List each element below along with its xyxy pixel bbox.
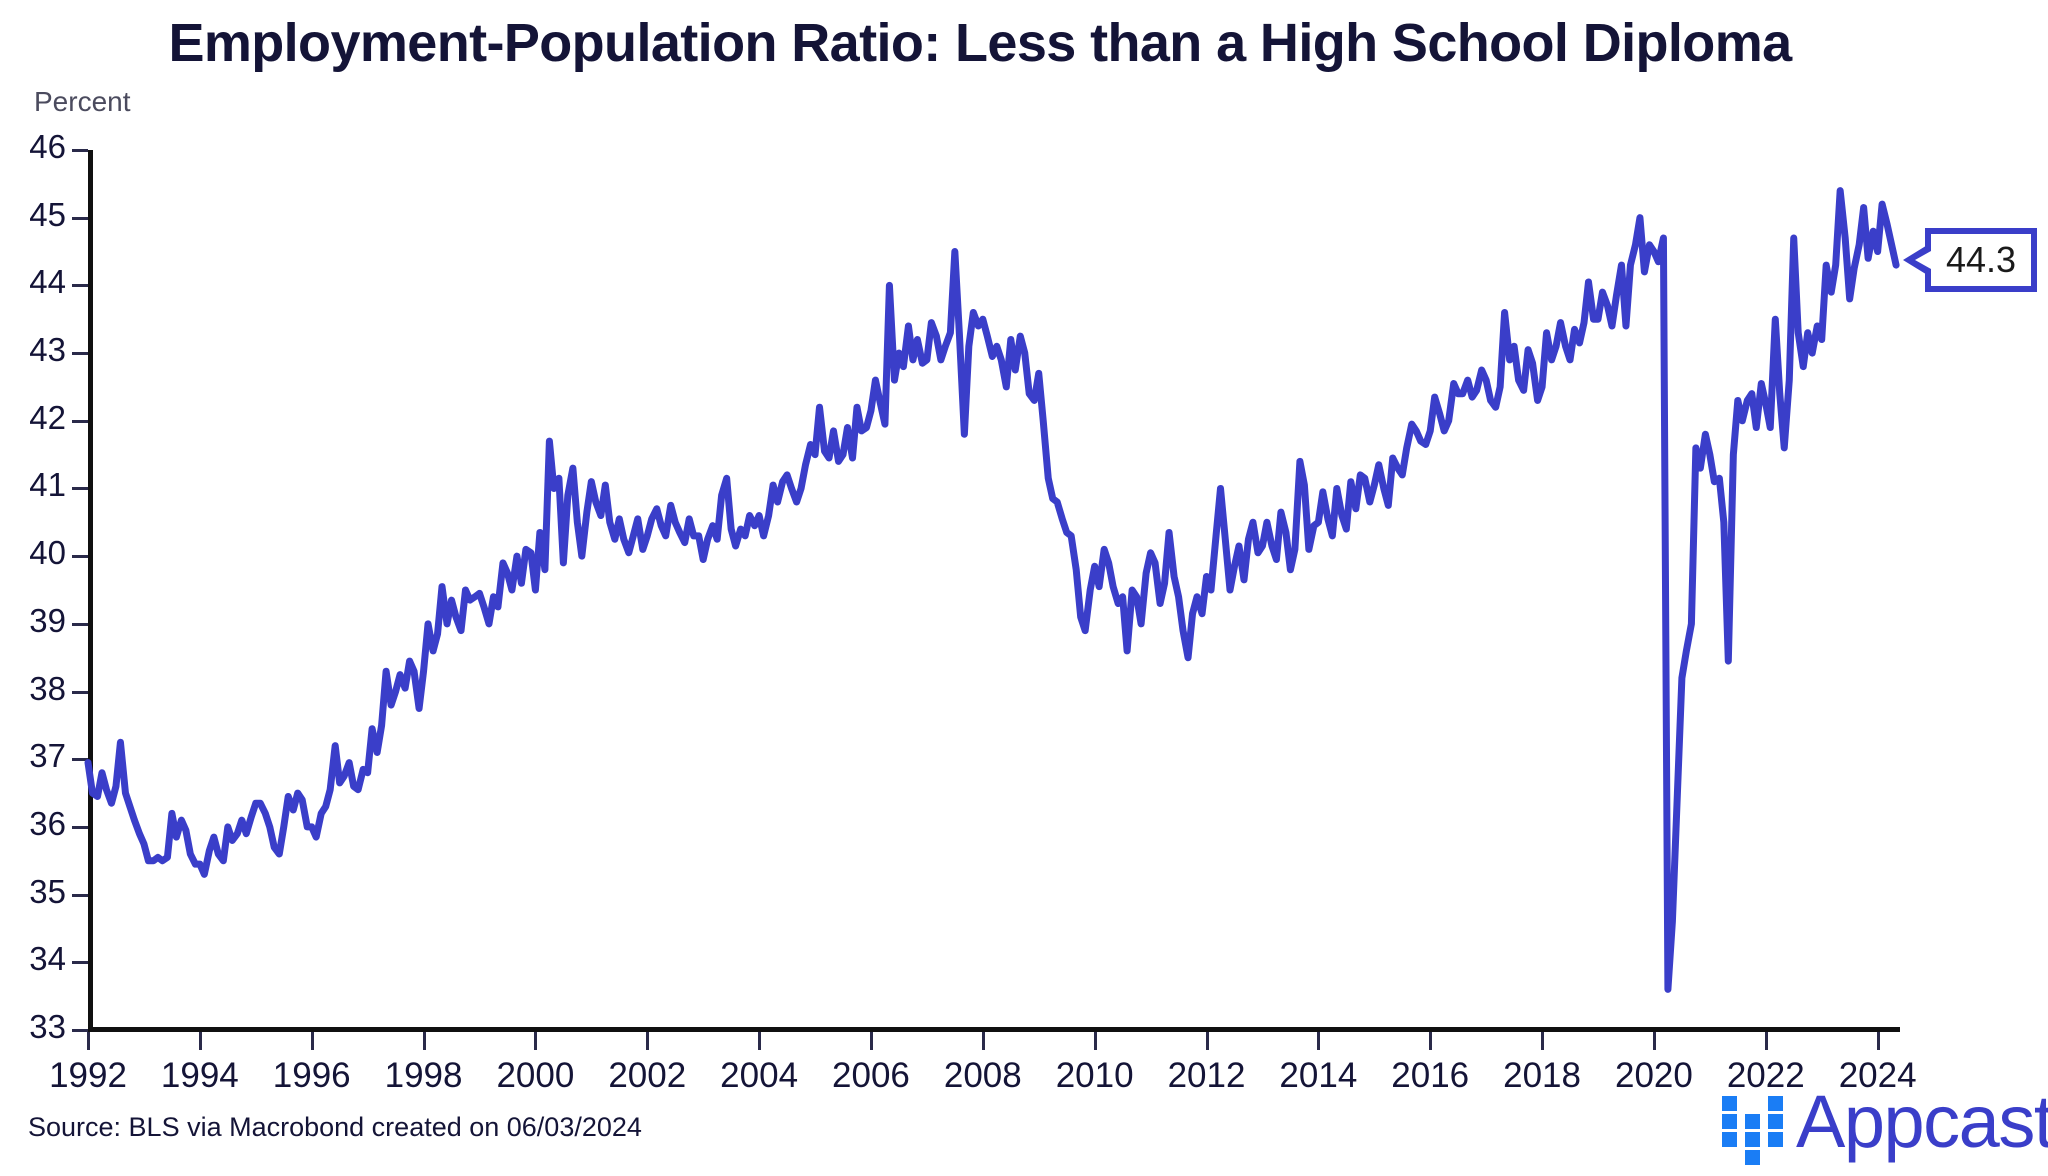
logo-dot — [1722, 1131, 1737, 1147]
y-axis-tick — [72, 352, 88, 356]
y-axis-tick — [72, 690, 88, 694]
x-axis-tick-label: 2012 — [1167, 1056, 1246, 1095]
x-axis-tick-label: 2022 — [1726, 1056, 1805, 1095]
y-axis-tick — [72, 555, 88, 559]
y-axis-tick — [72, 216, 88, 220]
x-axis-tick-label: 2024 — [1838, 1056, 1917, 1095]
y-axis-tick-label: 34 — [29, 940, 66, 978]
y-axis-tick-label: 33 — [29, 1008, 66, 1045]
y-axis-tick — [72, 961, 88, 965]
x-axis-tick — [1764, 1032, 1768, 1050]
y-axis-tick — [72, 758, 88, 762]
x-axis-tick-label: 2016 — [1391, 1056, 1470, 1095]
x-axis-tick — [1876, 1032, 1880, 1050]
logo-dot — [1722, 1113, 1737, 1129]
x-axis-tick — [981, 1032, 985, 1050]
x-axis-tick — [1541, 1032, 1545, 1050]
y-axis-tick — [72, 487, 88, 491]
x-axis-tick-label: 1996 — [272, 1056, 351, 1095]
x-axis-tick — [310, 1032, 314, 1050]
source-note: Source: BLS via Macrobond created on 06/… — [28, 1112, 642, 1142]
callout-value: 44.3 — [1945, 239, 2017, 280]
y-axis-tick-label: 37 — [29, 737, 66, 775]
data-series-plot — [88, 150, 1900, 1030]
y-axis-tick-label: 43 — [29, 331, 66, 369]
x-axis-line — [88, 1027, 1900, 1032]
x-axis-tick — [758, 1032, 762, 1050]
y-axis-tick-label: 38 — [29, 669, 66, 707]
y-axis-line — [88, 150, 93, 1032]
x-axis-tick — [422, 1032, 426, 1050]
y-axis-tick-label: 36 — [29, 804, 66, 842]
y-axis-tick — [72, 149, 88, 152]
x-axis-tick — [869, 1032, 873, 1050]
logo-dot — [1745, 1113, 1760, 1129]
x-axis-tick — [1317, 1032, 1321, 1050]
y-axis-tick-label: 46 — [29, 128, 66, 165]
y-axis-tick — [72, 893, 88, 897]
appcast-logo: Appcast™ — [1722, 1085, 2048, 1166]
x-axis-tick — [87, 1032, 90, 1050]
x-axis-tick-label: 2002 — [608, 1056, 687, 1095]
x-axis-tick-label: 2004 — [720, 1056, 799, 1095]
appcast-logo-wordmark: Appcast™ — [1796, 1085, 2048, 1159]
y-axis-tick-label: 39 — [29, 601, 66, 639]
x-axis-tick — [1205, 1032, 1209, 1050]
y-axis-tick — [72, 284, 88, 288]
x-axis-tick-label: 2010 — [1055, 1056, 1134, 1095]
y-axis-tick-label: 44 — [29, 263, 66, 301]
logo-dot — [1768, 1113, 1783, 1129]
logo-dot — [1745, 1131, 1760, 1147]
x-axis-tick-label: 1998 — [384, 1056, 463, 1095]
x-axis-tick — [1652, 1032, 1656, 1050]
x-axis-tick-label: 2014 — [1279, 1056, 1358, 1095]
x-axis-tick — [1093, 1032, 1097, 1050]
appcast-logo-text: Appcast — [1796, 1080, 2048, 1163]
x-axis-tick-label: 2000 — [496, 1056, 575, 1095]
y-axis-tick — [72, 825, 88, 829]
y-axis-tick — [72, 622, 88, 626]
appcast-logo-mark-icon — [1722, 1096, 1784, 1166]
x-axis-tick — [1429, 1032, 1433, 1050]
x-axis-tick-label: 1992 — [49, 1056, 127, 1095]
logo-dot — [1745, 1149, 1760, 1165]
x-axis-tick — [646, 1032, 650, 1050]
logo-dot — [1768, 1131, 1783, 1147]
x-axis-tick-label: 1994 — [160, 1056, 239, 1095]
x-axis-tick-label: 2008 — [943, 1056, 1022, 1095]
y-axis-tick-label: 41 — [29, 466, 66, 504]
y-axis-tick — [72, 1029, 88, 1032]
x-axis-tick — [198, 1032, 202, 1050]
logo-dot — [1722, 1096, 1737, 1111]
y-axis-tick-label: 40 — [29, 534, 66, 572]
x-axis-tick-label: 2006 — [832, 1056, 910, 1095]
page-title: Employment-Population Ratio: Less than a… — [168, 13, 1792, 73]
y-axis-unit-label: Percent — [34, 86, 131, 117]
callout-arrow-inner-icon — [1915, 251, 1931, 269]
y-axis-tick-label: 45 — [29, 195, 66, 233]
latest-value-callout: 44.3 — [1903, 228, 2037, 292]
x-axis-tick — [534, 1032, 538, 1050]
x-axis-tick-label: 2020 — [1614, 1056, 1693, 1095]
x-axis-tick-label: 2018 — [1503, 1056, 1581, 1095]
y-axis-tick-label: 42 — [29, 398, 66, 436]
y-axis-tick — [72, 419, 88, 423]
series-line-path — [88, 191, 1896, 990]
y-axis-tick-label: 35 — [29, 872, 66, 910]
logo-dot — [1768, 1096, 1783, 1111]
